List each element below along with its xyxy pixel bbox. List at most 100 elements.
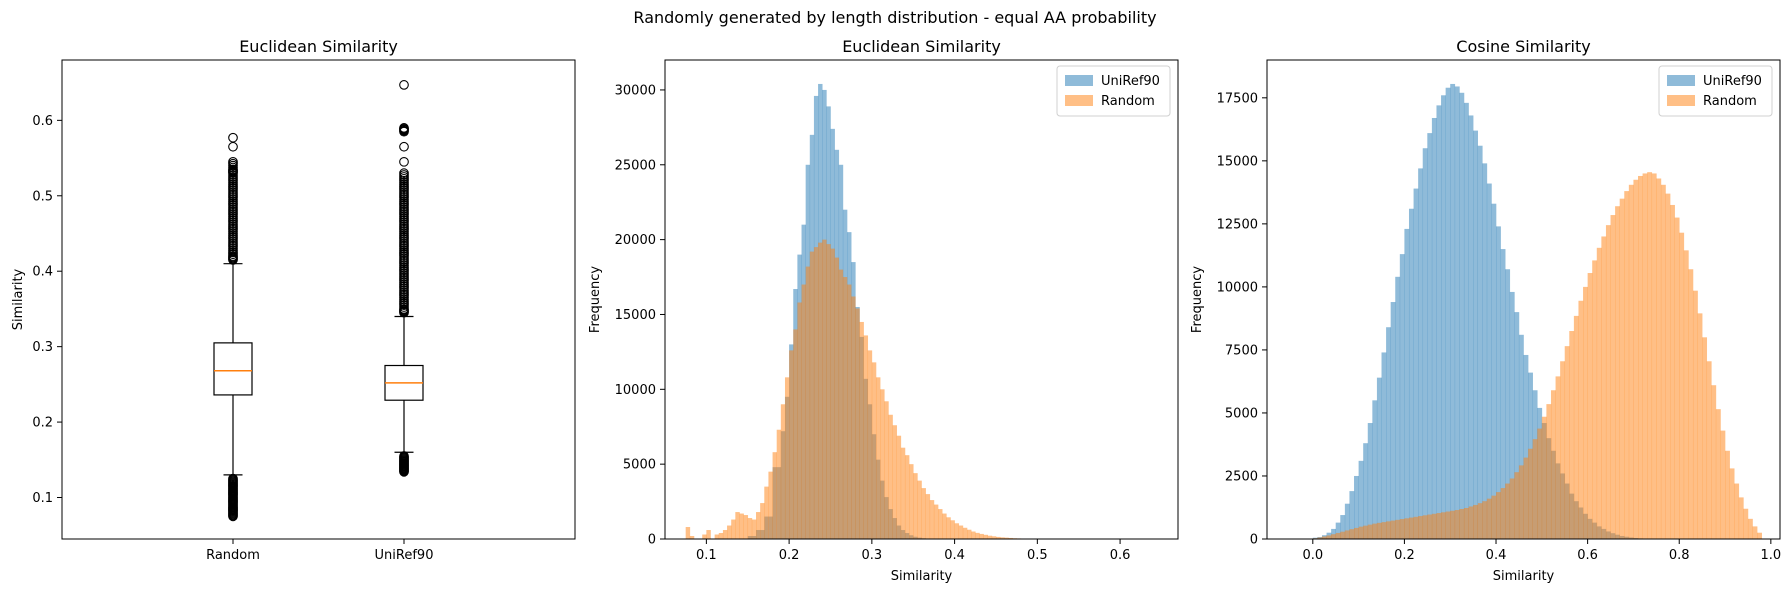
histogram-bar xyxy=(838,269,844,539)
histogram-bar xyxy=(1638,175,1643,539)
histogram-bar xyxy=(735,512,740,539)
histogram-bar xyxy=(1450,510,1456,539)
y-tick-label: 15000 xyxy=(615,308,656,323)
histogram-bar xyxy=(913,473,918,539)
histogram-bar xyxy=(1422,515,1428,539)
histogram-title: Cosine Similarity xyxy=(1456,37,1590,56)
histogram-bar xyxy=(1395,519,1401,539)
histogram-bar xyxy=(1546,404,1552,539)
histogram-bar xyxy=(1317,537,1323,539)
histogram-bar xyxy=(979,533,984,539)
histogram-bar xyxy=(731,519,736,539)
y-tick-label: 0.5 xyxy=(32,189,53,204)
histogram-bar xyxy=(929,500,935,539)
histogram-bar xyxy=(888,414,893,539)
histogram-bar xyxy=(1399,254,1405,539)
x-tick-label: 0.0 xyxy=(1302,548,1323,563)
histogram-bar xyxy=(1523,354,1529,539)
histogram-bar xyxy=(1450,83,1456,539)
histogram-bar xyxy=(1349,491,1355,539)
histogram-bar xyxy=(822,239,827,539)
histogram-bar xyxy=(847,284,852,539)
histogram-bar xyxy=(1463,102,1469,539)
histogram-bar xyxy=(1413,516,1419,539)
histogram-bar xyxy=(896,435,902,539)
x-tick-label: 0.4 xyxy=(944,548,965,563)
histogram-bar xyxy=(1477,145,1483,539)
histogram-bar xyxy=(1697,313,1703,539)
histogram-bar xyxy=(1445,511,1451,539)
histogram-bar xyxy=(1514,472,1520,539)
histogram-bar xyxy=(1408,208,1414,539)
y-tick-label: 2500 xyxy=(1225,469,1258,484)
histogram-bar xyxy=(689,536,695,539)
histogram-bar xyxy=(1505,483,1511,539)
histogram-bar xyxy=(1500,488,1506,539)
histogram-bar xyxy=(909,464,914,539)
legend-label: UniRef90 xyxy=(1101,74,1160,89)
histogram-bar xyxy=(793,329,798,539)
histogram-bar xyxy=(727,525,732,539)
histogram-bar xyxy=(801,284,806,539)
outlier-point xyxy=(399,168,409,178)
histogram-bar xyxy=(1486,498,1492,539)
histogram-bar xyxy=(962,527,968,539)
histogram-bar xyxy=(1331,534,1337,539)
y-tick-label: 20000 xyxy=(615,233,656,248)
y-tick-label: 0.1 xyxy=(32,491,53,506)
histogram-bar xyxy=(743,515,749,539)
histogram-bar xyxy=(946,517,951,539)
euclidean-histogram-panel: Euclidean Similarity 0 5000 10000 15000 20000… xyxy=(588,37,1179,584)
histogram-bar xyxy=(855,308,860,539)
histogram-bar xyxy=(904,455,910,539)
histogram-bar xyxy=(987,535,993,539)
histogram-bar xyxy=(1321,536,1327,539)
outlier-point xyxy=(399,80,409,90)
histogram-bar xyxy=(1422,148,1428,539)
y-tick-label: 0 xyxy=(648,533,656,548)
histogram-bar xyxy=(1436,513,1442,539)
histogram-bar xyxy=(859,321,864,539)
y-tick-label: 30000 xyxy=(615,83,656,98)
y-tick-label: 0 xyxy=(1250,533,1258,548)
histogram-bar xyxy=(1413,188,1419,539)
histogram-bar xyxy=(933,504,939,539)
histogram-bar xyxy=(1395,276,1401,539)
histogram-bar xyxy=(925,494,931,539)
histogram-bar xyxy=(1363,525,1369,539)
histogram-bar xyxy=(1583,286,1588,539)
x-tick-label: 0.1 xyxy=(696,548,717,563)
histogram-bar xyxy=(880,389,885,539)
histogram-bar xyxy=(1633,179,1639,539)
histogram-bar xyxy=(1454,510,1460,539)
histogram-bar xyxy=(1692,290,1698,539)
x-tick-label: 0.5 xyxy=(1027,548,1048,563)
histogram-bar xyxy=(942,513,947,539)
legend-swatch xyxy=(1065,95,1093,106)
histogram-bar xyxy=(1496,492,1501,539)
histogram-bar xyxy=(1505,269,1511,539)
y-tick-label: 5000 xyxy=(623,458,656,473)
histogram-bar xyxy=(1651,173,1657,539)
histogram-title: Euclidean Similarity xyxy=(842,37,1001,56)
histogram-bar xyxy=(884,401,889,539)
histogram-bar xyxy=(764,486,769,539)
histogram-bar xyxy=(1615,206,1620,539)
histogram-bar xyxy=(1720,430,1726,539)
histogram-bar xyxy=(1610,215,1616,539)
histogram-bar xyxy=(718,533,724,539)
histogram-bar xyxy=(1326,535,1332,539)
histogram-bar xyxy=(1596,247,1602,539)
histogram-bar xyxy=(1477,503,1483,539)
histogram-bar xyxy=(1358,460,1364,539)
histogram-bar xyxy=(1390,520,1396,539)
histogram-bar xyxy=(1550,390,1556,539)
legend-swatch xyxy=(1065,75,1093,86)
histogram-bar xyxy=(1679,232,1685,539)
histogram-bar xyxy=(842,277,848,539)
series-random xyxy=(685,239,1034,539)
histogram-bar xyxy=(967,529,972,539)
legend-label: Random xyxy=(1703,94,1757,109)
outlier-point xyxy=(399,451,409,461)
